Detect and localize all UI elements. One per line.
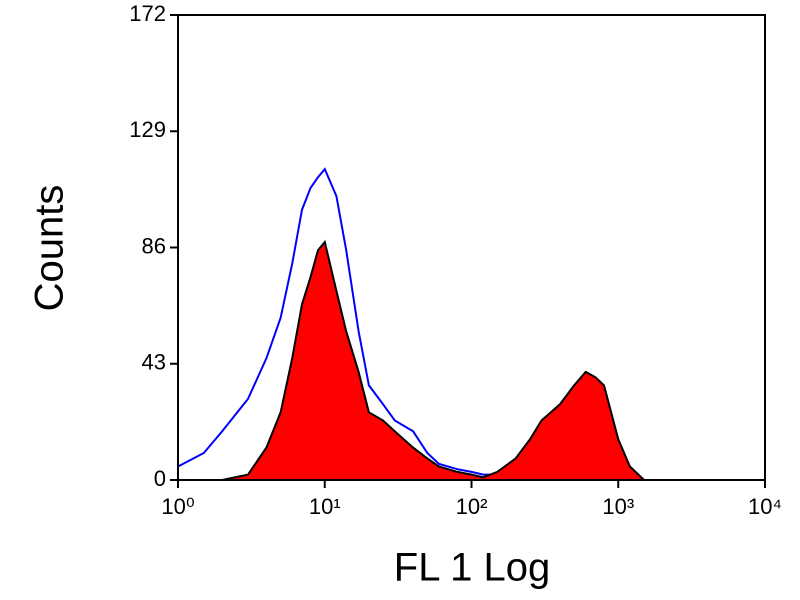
y-axis-label: Counts	[28, 185, 72, 312]
x-tick-label: 10⁴	[748, 494, 782, 519]
y-tick-label: 43	[142, 350, 166, 375]
x-tick-label: 10⁰	[161, 494, 194, 519]
x-tick-label: 10¹	[309, 494, 341, 519]
y-tick-label: 0	[154, 466, 166, 491]
plot-frame	[177, 14, 766, 481]
y-tick-label: 172	[129, 1, 166, 26]
x-axis-label: FL 1 Log	[394, 546, 550, 590]
y-tick-label: 86	[142, 233, 166, 258]
x-tick-label: 10²	[456, 494, 488, 519]
area-fill	[178, 242, 689, 480]
area-outline	[178, 239, 689, 481]
x-tick-label: 10³	[602, 494, 634, 519]
y-tick-label: 129	[129, 117, 166, 142]
